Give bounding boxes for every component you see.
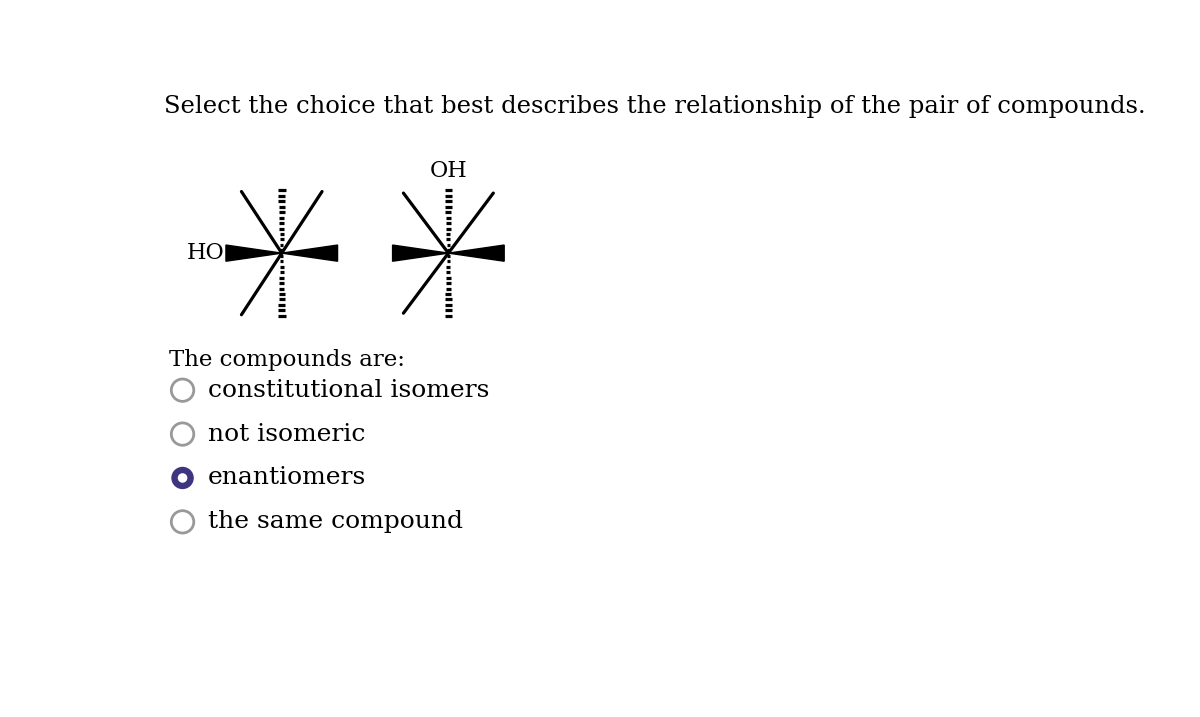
Text: OH: OH: [430, 159, 467, 181]
Circle shape: [178, 473, 187, 483]
Polygon shape: [449, 245, 504, 261]
Text: The compounds are:: The compounds are:: [169, 349, 406, 371]
Text: HO: HO: [187, 242, 224, 264]
Text: not isomeric: not isomeric: [208, 422, 366, 445]
Circle shape: [172, 467, 193, 489]
Text: constitutional isomers: constitutional isomers: [208, 379, 490, 402]
Polygon shape: [282, 245, 337, 261]
Polygon shape: [226, 245, 282, 261]
Text: the same compound: the same compound: [208, 511, 463, 533]
Text: enantiomers: enantiomers: [208, 467, 366, 490]
Text: Select the choice that best describes the relationship of the pair of compounds.: Select the choice that best describes th…: [164, 95, 1146, 118]
Polygon shape: [392, 245, 449, 261]
